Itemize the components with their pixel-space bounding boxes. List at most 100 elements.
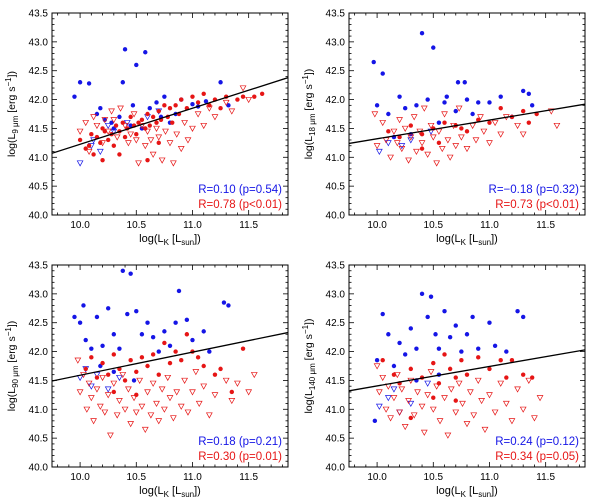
data-point [125,140,132,147]
data-point [205,105,213,112]
data-point [135,160,142,167]
data-point [397,340,402,346]
data-point [113,412,121,419]
data-point [169,415,177,422]
data-point [111,369,117,374]
data-point [155,418,163,425]
data-point [128,271,133,276]
data-point [72,314,77,320]
data-point [472,137,480,144]
data-point [492,343,498,348]
data-point [519,406,527,413]
data-point [74,357,82,364]
y-tick-label: 43.5 [29,261,49,272]
fit-line [52,77,288,154]
data-point [373,363,381,370]
data-point [153,125,160,132]
y-tick-label: 43.5 [29,9,49,20]
data-point [134,62,139,68]
data-point [104,122,112,130]
scatter-panel-4: 10.0 10.5 11.0 11.5 40.0 40.5 41.0 41.5 42.0 42.5… [301,261,586,499]
data-point [176,288,182,294]
x-tick-label: 11.5 [536,472,555,483]
data-series-2 [375,128,435,156]
x-axis-label: log(LK [Lsun]) [436,485,498,499]
data-point [131,378,137,383]
data-point [128,123,133,128]
data-point [218,80,223,85]
y-tick-label: 41.0 [326,153,346,164]
data-point [464,129,470,134]
data-point [98,106,103,111]
data-point [122,134,128,140]
data-point [211,392,219,399]
data-point [470,111,475,117]
data-point [85,380,93,387]
data-point [384,395,392,402]
data-point [476,117,481,122]
data-point [158,386,166,393]
y-tick-label: 41.5 [29,124,49,135]
data-point [477,114,484,121]
data-point [166,140,174,147]
data-point [83,146,88,151]
data-point [497,380,505,387]
data-point [229,389,235,395]
data-point [373,143,381,150]
y-label-sub: 90 μm [11,365,20,388]
data-point [181,120,189,127]
data-point [438,146,446,153]
data-point [418,403,426,410]
y-axis-label: log(L9 μm [erg s−1]) [4,71,20,157]
data-point [390,395,398,402]
y-label-end2: ]) [303,319,315,325]
data-point [407,400,415,408]
data-point [130,395,138,402]
x-label-mid: [L [169,485,181,497]
data-point [431,395,436,400]
data-point [405,157,412,164]
data-point [76,160,84,167]
data-point [469,122,477,130]
data-point [529,375,535,380]
data-point [455,380,463,387]
y-tick-label: 41.0 [29,153,49,164]
data-point [179,358,184,363]
data-point [436,418,444,425]
x-label-sub2: sun [181,490,194,499]
data-point [453,398,458,403]
data-point [435,128,443,135]
correlation-label-blue: R=0.10 (p=0.54) [198,184,282,196]
data-point [105,372,111,377]
data-point [145,363,150,369]
data-point [514,122,521,130]
data-point [122,378,128,383]
y-tick-label: 41.5 [326,376,346,387]
data-point [498,106,503,111]
data-point [486,140,493,147]
x-label-end: ]) [194,485,201,497]
scatter-panel-1: 10.0 10.5 11.0 11.5 40.0 40.5 41.0 41.5 42.0 42.5… [4,9,289,247]
data-point [83,337,88,343]
data-point [117,114,122,120]
data-point [147,123,152,128]
data-point [117,346,122,351]
data-point [436,140,442,146]
data-point [85,148,93,156]
data-point [167,106,173,111]
data-point [145,111,150,117]
data-point [162,340,167,346]
x-tick-label: 11.5 [536,220,555,231]
data-point [424,380,432,387]
data-point [162,329,167,334]
data-point [408,415,414,421]
data-point [429,134,437,141]
data-point [476,100,481,105]
data-point [402,352,408,357]
data-point [387,154,394,161]
y-label-end2: ]) [6,321,18,327]
y-label-end2: ]) [6,71,18,77]
y-label-end: [erg s [6,336,18,365]
x-label-main: log(L [436,485,460,497]
